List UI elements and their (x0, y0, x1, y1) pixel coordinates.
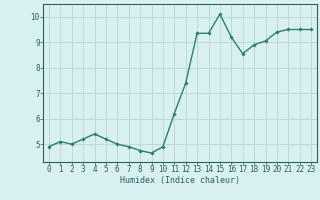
X-axis label: Humidex (Indice chaleur): Humidex (Indice chaleur) (120, 176, 240, 185)
